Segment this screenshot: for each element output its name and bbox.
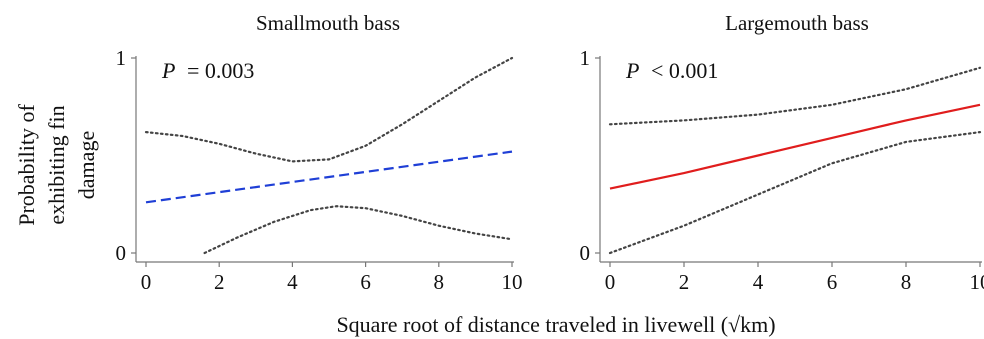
x-tick-label: 2	[214, 270, 225, 294]
y-tick-label: 1	[580, 46, 591, 70]
x-axis-label: Square root of distance traveled in live…	[336, 312, 775, 337]
lower-ci-line-largemouth	[608, 131, 982, 255]
series-largemouth	[608, 66, 982, 255]
fit-line-largemouth	[609, 103, 981, 190]
x-tick-label: 10	[970, 270, 984, 294]
y-axis-label-line-2: exhibiting fin	[44, 105, 69, 224]
panel-largemouth: Largemouth bass P < 0.001 0 2 4 6 8 10 0 1	[580, 11, 984, 294]
panel-title-smallmouth: Smallmouth bass	[256, 11, 400, 35]
p-value-text-largemouth: < 0.001	[651, 58, 718, 83]
x-tick-label: 6	[827, 270, 838, 294]
upper-ci-line-largemouth	[608, 66, 982, 126]
x-tick-label: 6	[360, 270, 371, 294]
y-axis-label-line-3: damage	[74, 131, 99, 199]
fit-line-smallmouth	[145, 150, 513, 204]
x-tick-label: 0	[605, 270, 616, 294]
y-tick-label: 0	[580, 241, 591, 265]
p-value-label-smallmouth: P	[161, 58, 175, 83]
x-tick-label: 0	[141, 270, 152, 294]
p-value-text-smallmouth: = 0.003	[187, 58, 254, 83]
lower-ci-line-smallmouth	[203, 205, 514, 255]
upper-ci-line-smallmouth	[144, 56, 514, 163]
y-tick-label: 0	[116, 241, 127, 265]
y-axis-label-line-1: Probability of	[14, 104, 39, 226]
axes-largemouth: 0 2 4 6 8 10 0 1	[580, 46, 984, 294]
x-tick-label: 4	[287, 270, 298, 294]
x-tick-label: 10	[502, 270, 523, 294]
x-tick-label: 4	[753, 270, 764, 294]
panel-title-largemouth: Largemouth bass	[725, 11, 869, 35]
x-tick-label: 2	[679, 270, 690, 294]
x-tick-label: 8	[901, 270, 912, 294]
p-value-label-largemouth: P	[625, 58, 639, 83]
series-smallmouth	[144, 56, 514, 255]
p-value-largemouth: P < 0.001	[625, 58, 718, 83]
y-tick-label: 1	[116, 46, 127, 70]
axes-smallmouth: 0 2 4 6 8 10 0 1	[116, 46, 523, 294]
panel-smallmouth: Smallmouth bass P = 0.003 0 2 4 6 8 10 0 1	[116, 11, 523, 294]
y-axis-label: Probability of exhibiting fin damage	[14, 104, 99, 226]
x-tick-label: 8	[434, 270, 445, 294]
p-value-smallmouth: P = 0.003	[161, 58, 254, 83]
